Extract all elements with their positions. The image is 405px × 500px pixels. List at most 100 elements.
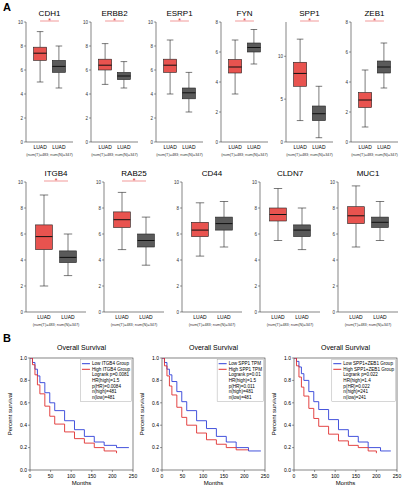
plot-frame — [30, 358, 133, 470]
y-tick-label: 0 — [345, 140, 348, 145]
whisker-cap — [220, 201, 228, 202]
x-tick-label: 0 — [293, 473, 296, 479]
y-tick-label: 0.6 — [284, 400, 291, 406]
x-tick-label: 250 — [393, 473, 402, 479]
x-axis-label: Months — [72, 480, 92, 486]
whisker-cap — [102, 84, 109, 85]
y-tick — [292, 447, 294, 448]
y-tick-label: 8 — [332, 206, 335, 211]
plot-area — [294, 39, 326, 138]
box-chart: MUC10246810LUADLUAD(num(T)=483; num(N)=3… — [330, 169, 398, 327]
whisker-cap — [298, 249, 306, 250]
legend-annotation: p(HR)=0.022 — [343, 384, 370, 389]
whisker-cap — [56, 88, 63, 89]
y-tick-label: 10 — [278, 54, 284, 59]
median — [164, 65, 177, 66]
whisker-cap — [167, 94, 174, 95]
box — [372, 217, 389, 227]
y-tick-label: 0.8 — [152, 377, 159, 383]
x-tick-label: LUAD — [312, 144, 326, 150]
legend-swatch — [219, 363, 227, 364]
whisker-cap — [362, 70, 369, 71]
box — [114, 212, 131, 228]
y-tick — [89, 118, 91, 119]
whisker-high — [224, 202, 225, 218]
whisker-high — [356, 186, 357, 207]
y-tick — [24, 208, 26, 209]
legend-annotation: HR(high)=1.5 — [92, 378, 120, 383]
whisker-low — [253, 52, 254, 64]
whisker-low — [318, 121, 319, 138]
median — [359, 100, 372, 101]
y-tick-label: 2 — [332, 284, 335, 289]
y-tick — [102, 260, 104, 261]
median — [60, 257, 77, 258]
whisker-high — [122, 192, 123, 212]
x-tick-label: LUAD — [37, 314, 51, 320]
y-axis-label: Percent survival — [7, 393, 13, 436]
y-tick — [102, 182, 104, 183]
y-tick-label: 10 — [83, 20, 89, 25]
x-axis — [26, 312, 86, 313]
y-tick-label: 8 — [176, 206, 179, 211]
x-tick-label: LUAD — [377, 144, 391, 150]
box — [52, 60, 65, 72]
y-tick-label: 4 — [345, 80, 348, 85]
box — [270, 208, 287, 221]
box — [377, 61, 390, 73]
whisker-cap — [251, 64, 258, 65]
whisker-high — [253, 30, 254, 44]
y-tick — [180, 208, 182, 209]
y-tick — [349, 82, 351, 83]
y-tick — [154, 46, 156, 47]
whisker-low — [200, 237, 201, 257]
chart-title: CLDN7 — [277, 169, 304, 178]
x-axis-label: (num(T)=483; num(N)=347) — [221, 153, 268, 157]
y-axis — [26, 22, 27, 142]
x-tick-label: 200 — [108, 473, 117, 479]
median — [216, 223, 233, 224]
whisker-cap — [142, 265, 150, 266]
x-tick-label: LUAD — [271, 314, 285, 320]
legend-box — [80, 360, 131, 402]
whisker-low — [58, 72, 59, 88]
y-tick — [180, 286, 182, 287]
background — [0, 0, 405, 500]
y-tick — [219, 82, 221, 83]
box — [247, 43, 260, 52]
y-tick-label: 0.8 — [20, 377, 27, 383]
y-tick-label: 0.8 — [284, 377, 291, 383]
y-axis — [338, 182, 339, 312]
whisker-cap — [297, 120, 304, 121]
y-tick — [28, 380, 30, 381]
y-tick-label: 2 — [20, 116, 23, 121]
x-tick-label: LUAD — [182, 144, 196, 150]
whisker-low — [235, 73, 236, 94]
y-tick — [24, 46, 26, 47]
x-tick-label: LUAD — [217, 314, 231, 320]
y-tick-label: 4 — [85, 92, 88, 97]
y-tick-label: 2 — [254, 284, 257, 289]
y-tick — [24, 22, 26, 23]
y-tick-label: 4 — [98, 258, 101, 263]
legend-entry: Low SPP1+ZEB1 Group — [343, 361, 393, 366]
y-tick — [160, 447, 162, 448]
whisker-cap — [352, 247, 360, 248]
y-tick-label: 4 — [215, 80, 218, 85]
x-axis — [286, 142, 333, 143]
y-tick — [89, 142, 91, 143]
y-tick-label: 0.4 — [20, 422, 27, 428]
chart-title: Overall Survival — [189, 344, 238, 351]
whisker-high — [44, 195, 45, 225]
legend-box — [332, 360, 396, 402]
x-tick-label: 250 — [261, 473, 270, 479]
y-tick — [89, 46, 91, 47]
y-tick — [28, 425, 30, 426]
median — [182, 92, 195, 93]
y-tick-label: 6 — [150, 68, 153, 73]
box-chart: SPP10510LUADLUAD(num(T)=483; num(N)=347)… — [278, 9, 334, 157]
whisker-cap — [251, 29, 258, 30]
whisker-high — [200, 203, 201, 223]
whisker-high — [58, 46, 59, 60]
box-chart: CDH10246810LUADLUAD(num(T)=483; num(N)=3… — [18, 9, 74, 157]
